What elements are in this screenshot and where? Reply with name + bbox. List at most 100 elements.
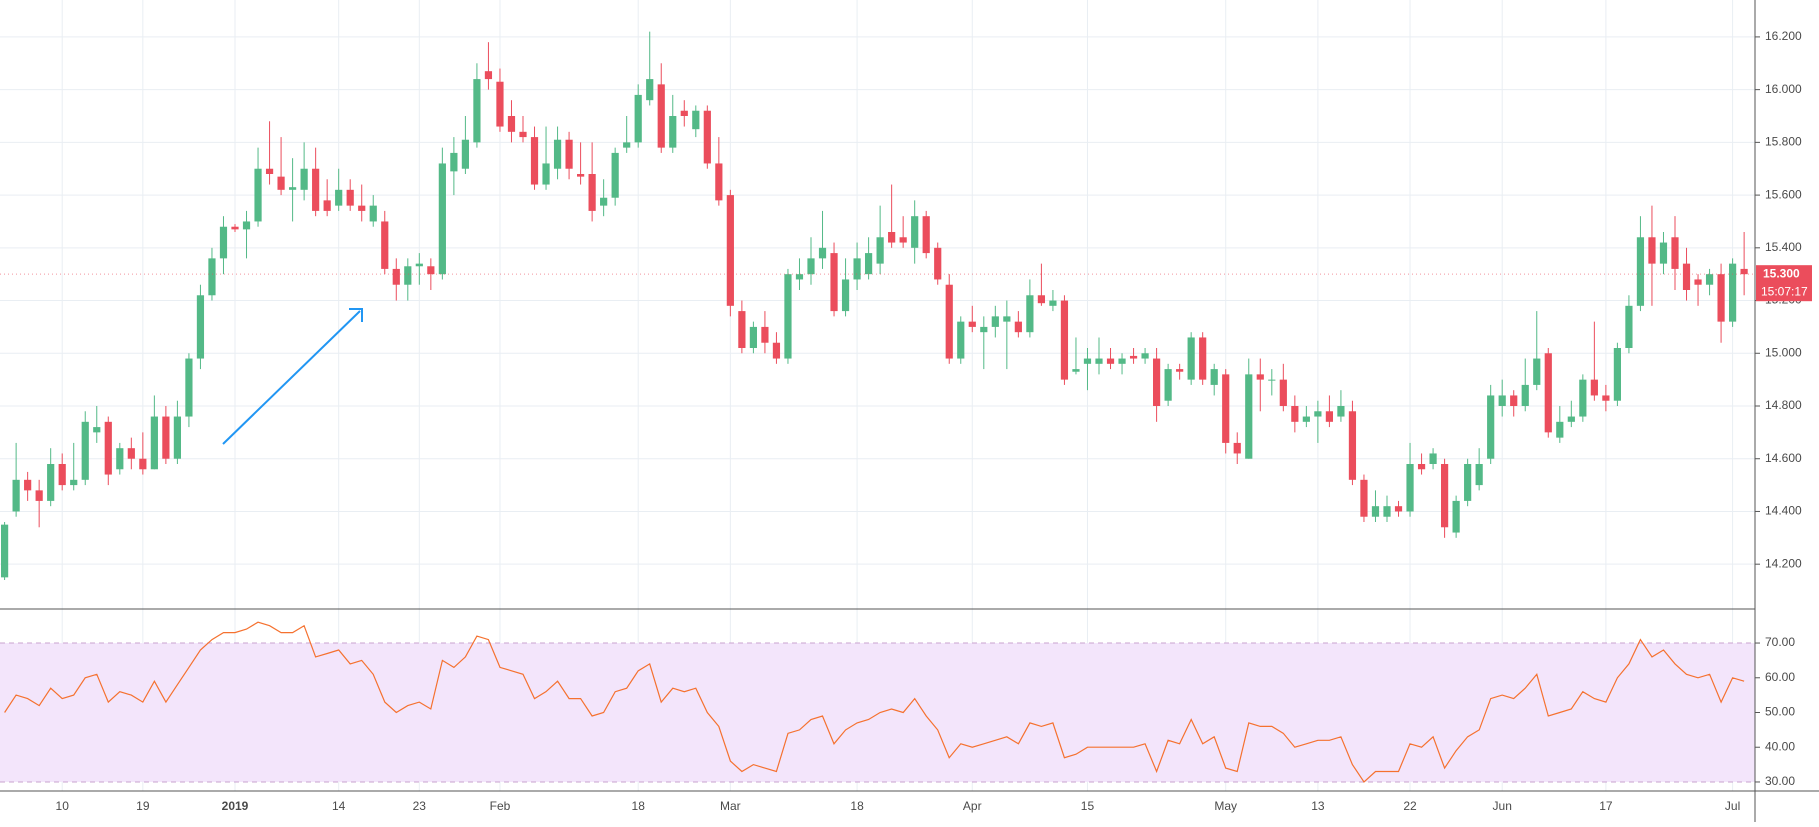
candle-body xyxy=(185,358,193,417)
candle-body xyxy=(1106,358,1115,364)
candle-body xyxy=(1233,442,1241,454)
candle-body xyxy=(899,237,907,243)
candle-body xyxy=(577,174,585,177)
x-tick-label: Jul xyxy=(1725,799,1740,813)
y-tick-label: 15.000 xyxy=(1765,345,1802,359)
candle-body xyxy=(1659,242,1668,264)
plot xyxy=(0,0,1755,791)
candle-body xyxy=(93,427,101,433)
candle-body xyxy=(1705,274,1714,285)
candle-body xyxy=(818,247,827,259)
candle-body xyxy=(1325,411,1333,422)
y-tick-label: 15.400 xyxy=(1765,240,1802,254)
candle-body xyxy=(1590,379,1598,396)
candle-body xyxy=(1222,374,1230,443)
candle-body xyxy=(1153,358,1161,406)
x-tick-label: 17 xyxy=(1599,799,1613,813)
candle-body xyxy=(1037,295,1045,304)
y-tick-label: 15.600 xyxy=(1765,187,1802,201)
candle-body xyxy=(553,139,562,169)
candle-body xyxy=(957,321,965,359)
x-tick-label: Feb xyxy=(490,799,511,813)
candle-body xyxy=(1441,464,1449,528)
candle-body xyxy=(404,266,412,285)
candle-body xyxy=(312,168,320,211)
candle-body xyxy=(1003,316,1011,322)
candle-body xyxy=(795,274,804,280)
x-tick-label: 10 xyxy=(56,799,70,813)
candle-body xyxy=(680,110,688,116)
x-tick-label: 18 xyxy=(850,799,864,813)
x-tick-label: Jun xyxy=(1493,799,1512,813)
candle-body xyxy=(669,116,677,148)
candle-body xyxy=(542,163,550,185)
candle-body xyxy=(853,258,861,280)
candle-body xyxy=(1452,500,1460,533)
candle-body xyxy=(830,253,838,312)
candle-body xyxy=(911,216,919,248)
candle-body xyxy=(1682,263,1691,290)
candle-body xyxy=(1129,355,1138,359)
candle-body xyxy=(0,524,9,578)
candle-body xyxy=(81,421,89,480)
x-tick-label: 22 xyxy=(1403,799,1417,813)
candle-body xyxy=(623,142,631,148)
candle-body xyxy=(139,458,147,470)
candle-body xyxy=(335,189,343,206)
candle-body xyxy=(738,311,746,348)
candle-body xyxy=(1394,506,1403,512)
candle-body xyxy=(162,416,170,459)
candle-body xyxy=(1279,379,1287,406)
candle-body xyxy=(127,448,135,459)
x-tick-label: Apr xyxy=(963,799,982,813)
candle-body xyxy=(231,226,239,230)
candle-body xyxy=(1429,453,1437,464)
y-tick-label: 50.00 xyxy=(1765,705,1795,719)
candle-body xyxy=(277,176,285,190)
candle-body xyxy=(749,326,757,348)
candle-body xyxy=(980,326,988,333)
candle-body xyxy=(1164,369,1172,401)
candle-body xyxy=(565,139,573,169)
candle-body xyxy=(1625,305,1633,348)
y-tick-label: 40.00 xyxy=(1765,739,1795,753)
candle-body xyxy=(450,152,458,172)
candle-body xyxy=(484,71,493,80)
candle-body xyxy=(289,187,297,190)
y-tick-label: 16.000 xyxy=(1765,82,1802,96)
y-tick-label: 14.400 xyxy=(1765,504,1802,518)
candle-body xyxy=(611,152,619,198)
candle-body xyxy=(692,110,700,130)
candle-body xyxy=(1671,237,1679,269)
trend-arrow xyxy=(222,310,361,445)
candle-body xyxy=(173,416,181,459)
arrow-head xyxy=(349,308,363,322)
candle-body xyxy=(150,416,158,470)
candle-body xyxy=(1510,395,1518,406)
candle-body xyxy=(1694,279,1702,285)
candle-body xyxy=(1521,384,1529,406)
candle-body xyxy=(300,168,308,190)
candle-body xyxy=(381,221,389,269)
candle-body xyxy=(242,221,251,230)
candle-body xyxy=(427,266,435,275)
x-tick-label: 2019 xyxy=(222,799,249,813)
candle-body xyxy=(1636,237,1645,306)
candle-body xyxy=(1210,369,1218,385)
candle-body xyxy=(657,84,665,148)
candle-body xyxy=(1187,337,1195,380)
candle-body xyxy=(1083,358,1092,364)
rsi-line xyxy=(4,621,1745,783)
candle-body xyxy=(1464,464,1472,501)
y-tick-label: 15.800 xyxy=(1765,135,1802,149)
candle-body xyxy=(415,263,423,267)
candle-body xyxy=(807,258,815,275)
candle-body xyxy=(934,247,942,280)
candle-body xyxy=(196,295,205,359)
y-tick-label: 30.00 xyxy=(1765,774,1795,788)
candle-body xyxy=(715,163,723,201)
candle-body xyxy=(726,195,734,306)
candle-body xyxy=(1245,374,1253,459)
candle-body xyxy=(47,464,55,501)
candle-body xyxy=(1141,353,1149,359)
